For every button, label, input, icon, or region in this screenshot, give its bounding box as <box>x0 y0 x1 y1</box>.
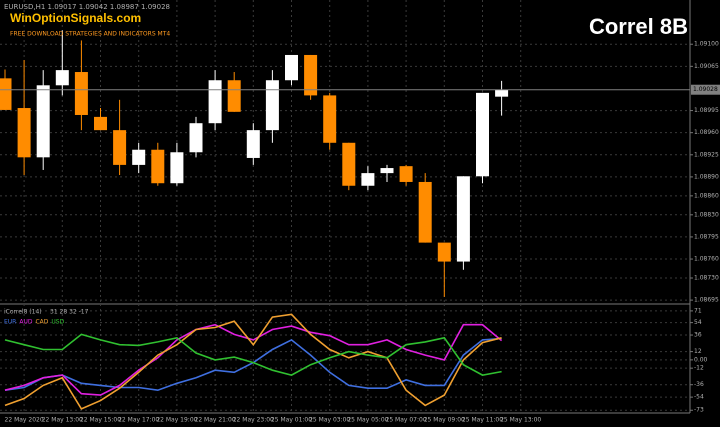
candle-body <box>55 70 69 86</box>
candle-body <box>361 173 375 186</box>
candle-body <box>113 130 127 165</box>
y-tick-label: 1.09100 <box>694 41 719 48</box>
candle-body <box>437 242 451 262</box>
candle-body <box>170 152 184 184</box>
symbol-header: EURUSD,H1 1.09017 1.09042 1.08987 1.0902… <box>4 3 170 11</box>
y-tick-label: 1.09065 <box>694 63 719 70</box>
candle-body <box>132 149 146 165</box>
candle-body <box>227 80 241 112</box>
y-tick-label: 71 <box>694 307 702 314</box>
x-tick-label: 25 May 05:00 <box>347 417 388 424</box>
grid-layer <box>0 0 690 413</box>
x-tick-label: 25 May 13:00 <box>500 417 541 424</box>
y-tick-label: 1.08890 <box>694 173 719 180</box>
y-tick-label: 1.08860 <box>694 192 719 199</box>
y-tick-label: 36 <box>694 332 702 339</box>
badge: Correl 8B <box>589 14 688 39</box>
x-tick-label: 25 May 03:00 <box>309 417 350 424</box>
candle-body <box>399 166 413 182</box>
legend-entry: AUD <box>19 319 32 326</box>
candle-body <box>246 130 260 158</box>
candle-body <box>304 54 318 96</box>
x-tick-label: 25 May 09:00 <box>424 417 465 424</box>
indicator-line <box>4 333 502 376</box>
indicator-line <box>4 323 503 396</box>
x-tick-label: 22 May 15:00 <box>80 417 121 424</box>
x-tick-label: 22 May 13:00 <box>42 417 83 424</box>
y-tick-label: 1.08960 <box>694 129 719 136</box>
legend-entry: USD <box>51 319 64 326</box>
y-tick-label: 1.08795 <box>694 233 719 240</box>
candle-body <box>265 80 279 131</box>
subtitle: FREE DOWNLOAD STRATEGIES AND INDICATORS … <box>10 31 170 38</box>
x-tick-label: 25 May 07:00 <box>386 417 427 424</box>
y-tick-label: 1.08760 <box>694 256 719 263</box>
legend-entry: EUR <box>4 319 16 326</box>
last-price-box <box>691 84 720 95</box>
candle-body <box>342 142 356 186</box>
candle-body <box>0 78 12 110</box>
marks-layer <box>0 30 509 410</box>
indicator-current: 31 28 32 -17 <box>50 309 89 316</box>
candle-body <box>151 149 165 184</box>
watermark: WinOptionSignals.com <box>10 11 141 25</box>
candle-body <box>476 92 489 177</box>
legend-entry: CAD <box>35 319 48 326</box>
x-tick-label: 22 May 2020 <box>5 417 44 424</box>
candle-body <box>189 123 203 153</box>
x-tick-label: 22 May 21:00 <box>195 417 236 424</box>
y-tick-label: 1.08695 <box>694 297 719 304</box>
candle-body <box>323 95 337 143</box>
y-tick-label: -36 <box>694 381 704 388</box>
x-tick-label: 22 May 23:00 <box>233 417 274 424</box>
y-tick-label: 54 <box>694 319 702 326</box>
y-tick-label: -54 <box>694 394 704 401</box>
x-tick-label: 25 May 01:00 <box>271 417 312 424</box>
indicator-line <box>4 313 502 410</box>
candle-body <box>208 80 222 124</box>
candle-body <box>495 89 509 97</box>
candle-body <box>74 72 88 115</box>
candle-body <box>17 108 31 158</box>
candle-body <box>380 168 394 174</box>
x-tick-label: 25 May 11:00 <box>462 417 503 424</box>
last-price-label: 1.09028 <box>693 86 718 93</box>
candle-body <box>94 116 107 131</box>
x-tick-label: 22 May 19:00 <box>156 417 197 424</box>
y-tick-label: 0.00 <box>694 356 708 363</box>
y-tick-label: -73 <box>694 407 704 414</box>
y-tick-label: 1.08995 <box>694 107 719 114</box>
candle-body <box>418 181 432 243</box>
y-tick-label: 12 <box>694 348 702 355</box>
indicator-title: iCorrel8 (14) <box>4 309 42 316</box>
candle-body <box>285 54 298 81</box>
candle-body <box>36 85 50 158</box>
y-tick-label: 1.08925 <box>694 151 719 158</box>
y-tick-label: 1.08730 <box>694 274 719 281</box>
y-tick-label: -12 <box>694 365 704 372</box>
x-tick-label: 22 May 17:00 <box>118 417 159 424</box>
y-tick-label: 1.08830 <box>694 211 719 218</box>
candle-body <box>456 176 470 262</box>
